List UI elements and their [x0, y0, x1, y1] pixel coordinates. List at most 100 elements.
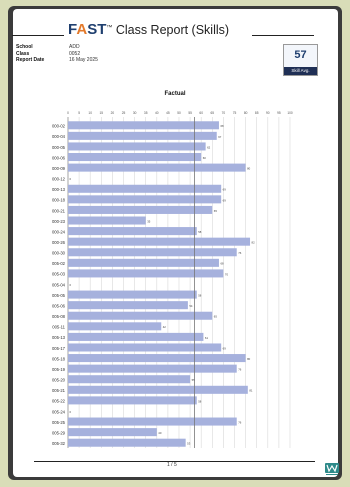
bar [68, 269, 224, 278]
bar-value-label: 42 [163, 325, 167, 329]
bar [68, 385, 248, 394]
category-label: 000-04 [52, 134, 66, 139]
report-date-value: 16 May 2025 [69, 57, 98, 63]
bar-value-label: 40 [158, 431, 162, 435]
bar-value-label: 65 [214, 315, 218, 319]
brand-logo-text: FAST [68, 21, 107, 38]
category-label: 000-05 [52, 145, 66, 150]
category-label: 000-12 [52, 177, 66, 182]
bar [68, 322, 162, 331]
category-label: 005-04 [52, 282, 66, 287]
chart-title: Factual [164, 91, 186, 97]
bar-value-label: 60 [203, 156, 207, 160]
school-value: ADD [69, 44, 80, 50]
category-label: 000-06 [52, 155, 66, 160]
report-title: FAST™ Class Report (Skills) [68, 21, 229, 38]
x-tick-label: 70 [222, 111, 226, 115]
report-date-label: Report Date [16, 57, 45, 63]
bar-value-label: 55 [192, 378, 196, 382]
category-label: 005-22 [52, 399, 66, 404]
bar [68, 163, 246, 172]
category-label: 005-32 [52, 441, 66, 446]
bar [68, 301, 188, 310]
x-tick-label: 65 [211, 111, 215, 115]
bar-value-label: 82 [252, 241, 256, 245]
bar [68, 227, 197, 236]
bar [68, 121, 219, 130]
x-tick-label: 80 [244, 111, 248, 115]
x-tick-label: 30 [133, 111, 137, 115]
bar-value-label: 69 [223, 198, 227, 202]
bar-value-label: 69 [223, 346, 227, 350]
category-label: 000-30 [52, 251, 66, 256]
category-label: 005-11 [52, 325, 65, 330]
bar [68, 417, 237, 426]
school-label: School [16, 44, 33, 50]
bar-value-label: 54 [189, 304, 193, 308]
category-label: 005-06 [52, 303, 66, 308]
bar-value-label: 81 [249, 389, 253, 393]
category-label: 000-21 [52, 208, 66, 213]
bar [68, 290, 197, 299]
x-tick-label: 35 [144, 111, 148, 115]
page-number: 1 / 5 [167, 462, 177, 468]
category-label: 005-19 [52, 367, 66, 372]
publisher-logo-icon [325, 463, 339, 475]
category-label: 000-23 [52, 219, 66, 224]
category-label: 005-03 [52, 272, 66, 277]
bar [68, 205, 213, 214]
bar-value-label: 0 [70, 177, 72, 181]
bar-value-label: 67 [218, 135, 222, 139]
bar-value-label: 58 [198, 399, 202, 403]
class-value: 0052 [69, 50, 81, 57]
x-tick-label: 60 [199, 111, 203, 115]
bar [68, 153, 202, 162]
bar [68, 237, 251, 246]
category-label: 005-13 [52, 335, 66, 340]
report-title-text: Class Report (Skills) [112, 23, 230, 37]
x-tick-label: 5 [78, 111, 80, 115]
category-label: 000-26 [52, 240, 66, 245]
x-tick-label: 55 [188, 111, 192, 115]
category-label: 005-05 [52, 293, 66, 298]
bar [68, 216, 146, 225]
bar-value-label: 58 [198, 293, 202, 297]
bar-value-label: 80 [247, 167, 251, 171]
bar-value-label: 76 [238, 251, 242, 255]
header-rule-left [12, 35, 64, 36]
meta-values: ADD 0052 16 May 2025 [69, 44, 98, 64]
bar [68, 343, 222, 352]
category-label: 000-13 [52, 187, 66, 192]
bar-value-label: 68 [220, 262, 224, 266]
bar [68, 364, 237, 373]
category-label: 000-02 [52, 124, 66, 129]
skill-average-value: 57 [294, 49, 307, 61]
category-label: 005-02 [52, 261, 66, 266]
bar [68, 131, 217, 140]
bar-value-label: 62 [207, 145, 211, 149]
skill-average-box: 57 Skill Avg. [283, 44, 318, 76]
bar-value-label: 58 [198, 230, 202, 234]
bar [68, 311, 213, 320]
x-tick-label: 95 [277, 111, 281, 115]
bar-value-label: 70 [225, 272, 229, 276]
x-tick-label: 75 [233, 111, 237, 115]
bar-value-label: 0 [70, 410, 72, 414]
category-label: 005-17 [52, 346, 66, 351]
category-label: 005-20 [52, 378, 66, 383]
x-tick-label: 90 [266, 111, 270, 115]
x-tick-label: 50 [177, 111, 181, 115]
bar [68, 258, 219, 267]
bar [68, 375, 191, 384]
x-tick-label: 25 [122, 111, 126, 115]
header-rule-right [252, 35, 314, 36]
class-label: Class [16, 50, 30, 57]
bar-value-label: 65 [214, 209, 218, 213]
bar-value-label: 35 [147, 219, 151, 223]
bar-value-label: 61 [205, 336, 209, 340]
x-tick-label: 15 [100, 111, 104, 115]
meta-labels: School Class Report Date [16, 44, 44, 64]
x-tick-label: 40 [155, 111, 159, 115]
bar-value-label: 80 [247, 357, 251, 361]
